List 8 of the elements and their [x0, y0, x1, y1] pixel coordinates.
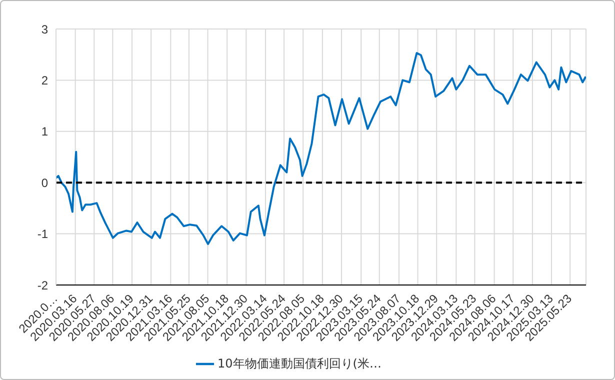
y-tick-label: 0 [41, 176, 48, 190]
line-series [56, 52, 586, 246]
y-tick-label: 2 [41, 73, 48, 88]
y-tick-label: -1 [37, 227, 48, 242]
y-tick-label: 1 [41, 124, 48, 139]
y-tick-label: 3 [41, 22, 48, 36]
legend-label: 10年物価連動国債利回り(米… [218, 356, 382, 370]
y-tick-label: -2 [37, 278, 48, 292]
